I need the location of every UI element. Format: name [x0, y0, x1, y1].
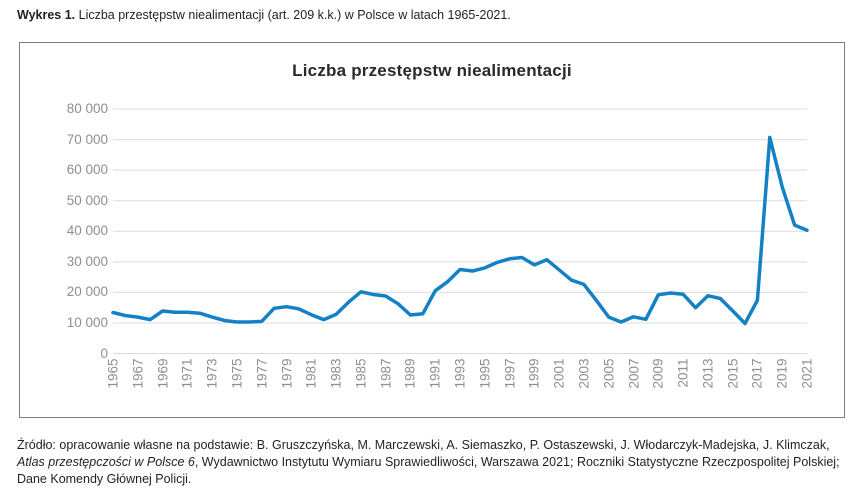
- x-tick-label: 1983: [328, 358, 344, 389]
- x-tick-label: 1993: [452, 358, 468, 389]
- source-text: Źródło: opracowanie własne na podstawie:…: [17, 438, 830, 452]
- figure-caption-text: Liczba przestępstw niealimentacji (art. …: [75, 8, 511, 22]
- x-tick-label: 2003: [576, 358, 592, 389]
- x-tick-label: 1969: [155, 358, 171, 389]
- y-tick-label: 30 000: [66, 253, 108, 269]
- x-tick-label: 2011: [675, 358, 691, 388]
- x-tick-label: 2013: [700, 358, 716, 389]
- chart-frame: Liczba przestępstw niealimentacji 0 10 00…: [19, 42, 845, 418]
- x-tick-label: 1985: [353, 358, 369, 389]
- x-tick-label: 1977: [254, 358, 270, 389]
- y-tick-label: 80 000: [66, 101, 108, 116]
- y-tick-label: 60 000: [66, 162, 108, 178]
- x-tick-label: 1965: [105, 358, 121, 389]
- x-tick-label: 2017: [749, 358, 765, 389]
- x-tick-label: 2019: [774, 358, 790, 389]
- y-tick-label: 40 000: [66, 223, 108, 239]
- x-tick-label: 1991: [427, 358, 443, 389]
- source-book-title: Atlas przestępczości w Polsce 6: [17, 454, 195, 469]
- x-tick-label: 1979: [279, 358, 294, 389]
- source-text-tail: , Wydawnictwo Instytutu Wymiaru Sprawied…: [17, 454, 840, 486]
- x-tick-label: 2015: [725, 358, 741, 389]
- source-note: Źródło: opracowanie własne na podstawie:…: [17, 437, 850, 488]
- x-tick-label: 2021: [799, 358, 815, 389]
- chart-title: Liczba przestępstw niealimentacji: [292, 61, 572, 80]
- y-tick-label: 50 000: [66, 192, 108, 208]
- y-tick-label: 20 000: [66, 284, 108, 300]
- x-tick-label: 2001: [551, 358, 567, 389]
- figure-caption: Wykres 1. Liczba przestępstw niealimenta…: [17, 7, 849, 23]
- x-tick-label: 1967: [130, 358, 146, 389]
- x-tick-label: 1999: [526, 358, 542, 389]
- x-tick-label: 1989: [402, 358, 418, 389]
- x-tick-label: 1971: [179, 358, 195, 389]
- x-tick-label: 1973: [204, 358, 220, 389]
- y-tick-label: 0: [100, 345, 108, 361]
- data-line: [111, 135, 809, 326]
- x-tick-label: 2009: [650, 358, 666, 389]
- gridlines: [113, 108, 807, 354]
- line-chart: [111, 108, 809, 354]
- x-tick-label: 2005: [601, 358, 617, 389]
- y-tick-label: 10 000: [66, 314, 108, 330]
- y-tick-label: 70 000: [66, 131, 108, 147]
- x-tick-label: 1987: [378, 358, 394, 389]
- x-tick-label: 1995: [477, 358, 493, 389]
- x-tick-label: 1997: [502, 358, 518, 389]
- x-tick-label: 1981: [303, 358, 319, 389]
- figure-caption-number: Wykres 1.: [17, 8, 76, 22]
- x-tick-label: 2007: [626, 358, 641, 389]
- x-tick-label: 1975: [229, 358, 245, 389]
